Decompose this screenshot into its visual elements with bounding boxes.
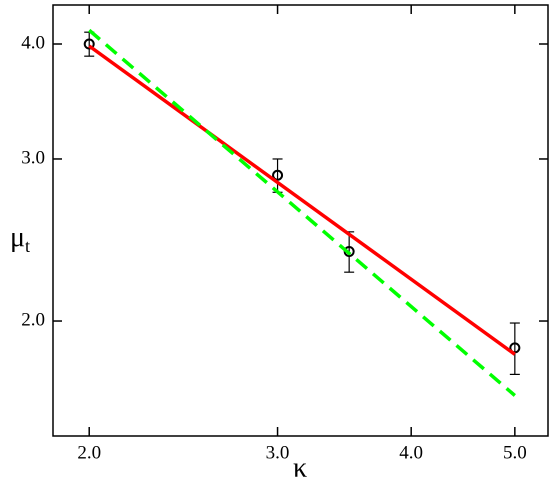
x-axis-label: κ (293, 452, 307, 483)
dashed-line (88, 28, 516, 397)
x-tick-label: 4.0 (399, 442, 423, 463)
y-tick-label: 3.0 (21, 147, 45, 168)
x-tick-label: 2.0 (77, 442, 101, 463)
plot-frame (52, 4, 549, 437)
data-point (272, 169, 284, 181)
x-tick-label: 3.0 (266, 442, 290, 463)
x-tick-label: 5.0 (503, 442, 527, 463)
y-axis-label: μt (10, 222, 30, 256)
data-point (83, 38, 95, 50)
y-tick-label: 4.0 (21, 32, 45, 53)
y-label-symbol: μ (10, 222, 25, 253)
y-tick-label: 2.0 (21, 309, 45, 330)
y-label-subscript: t (25, 236, 30, 256)
fit-line (88, 44, 516, 356)
